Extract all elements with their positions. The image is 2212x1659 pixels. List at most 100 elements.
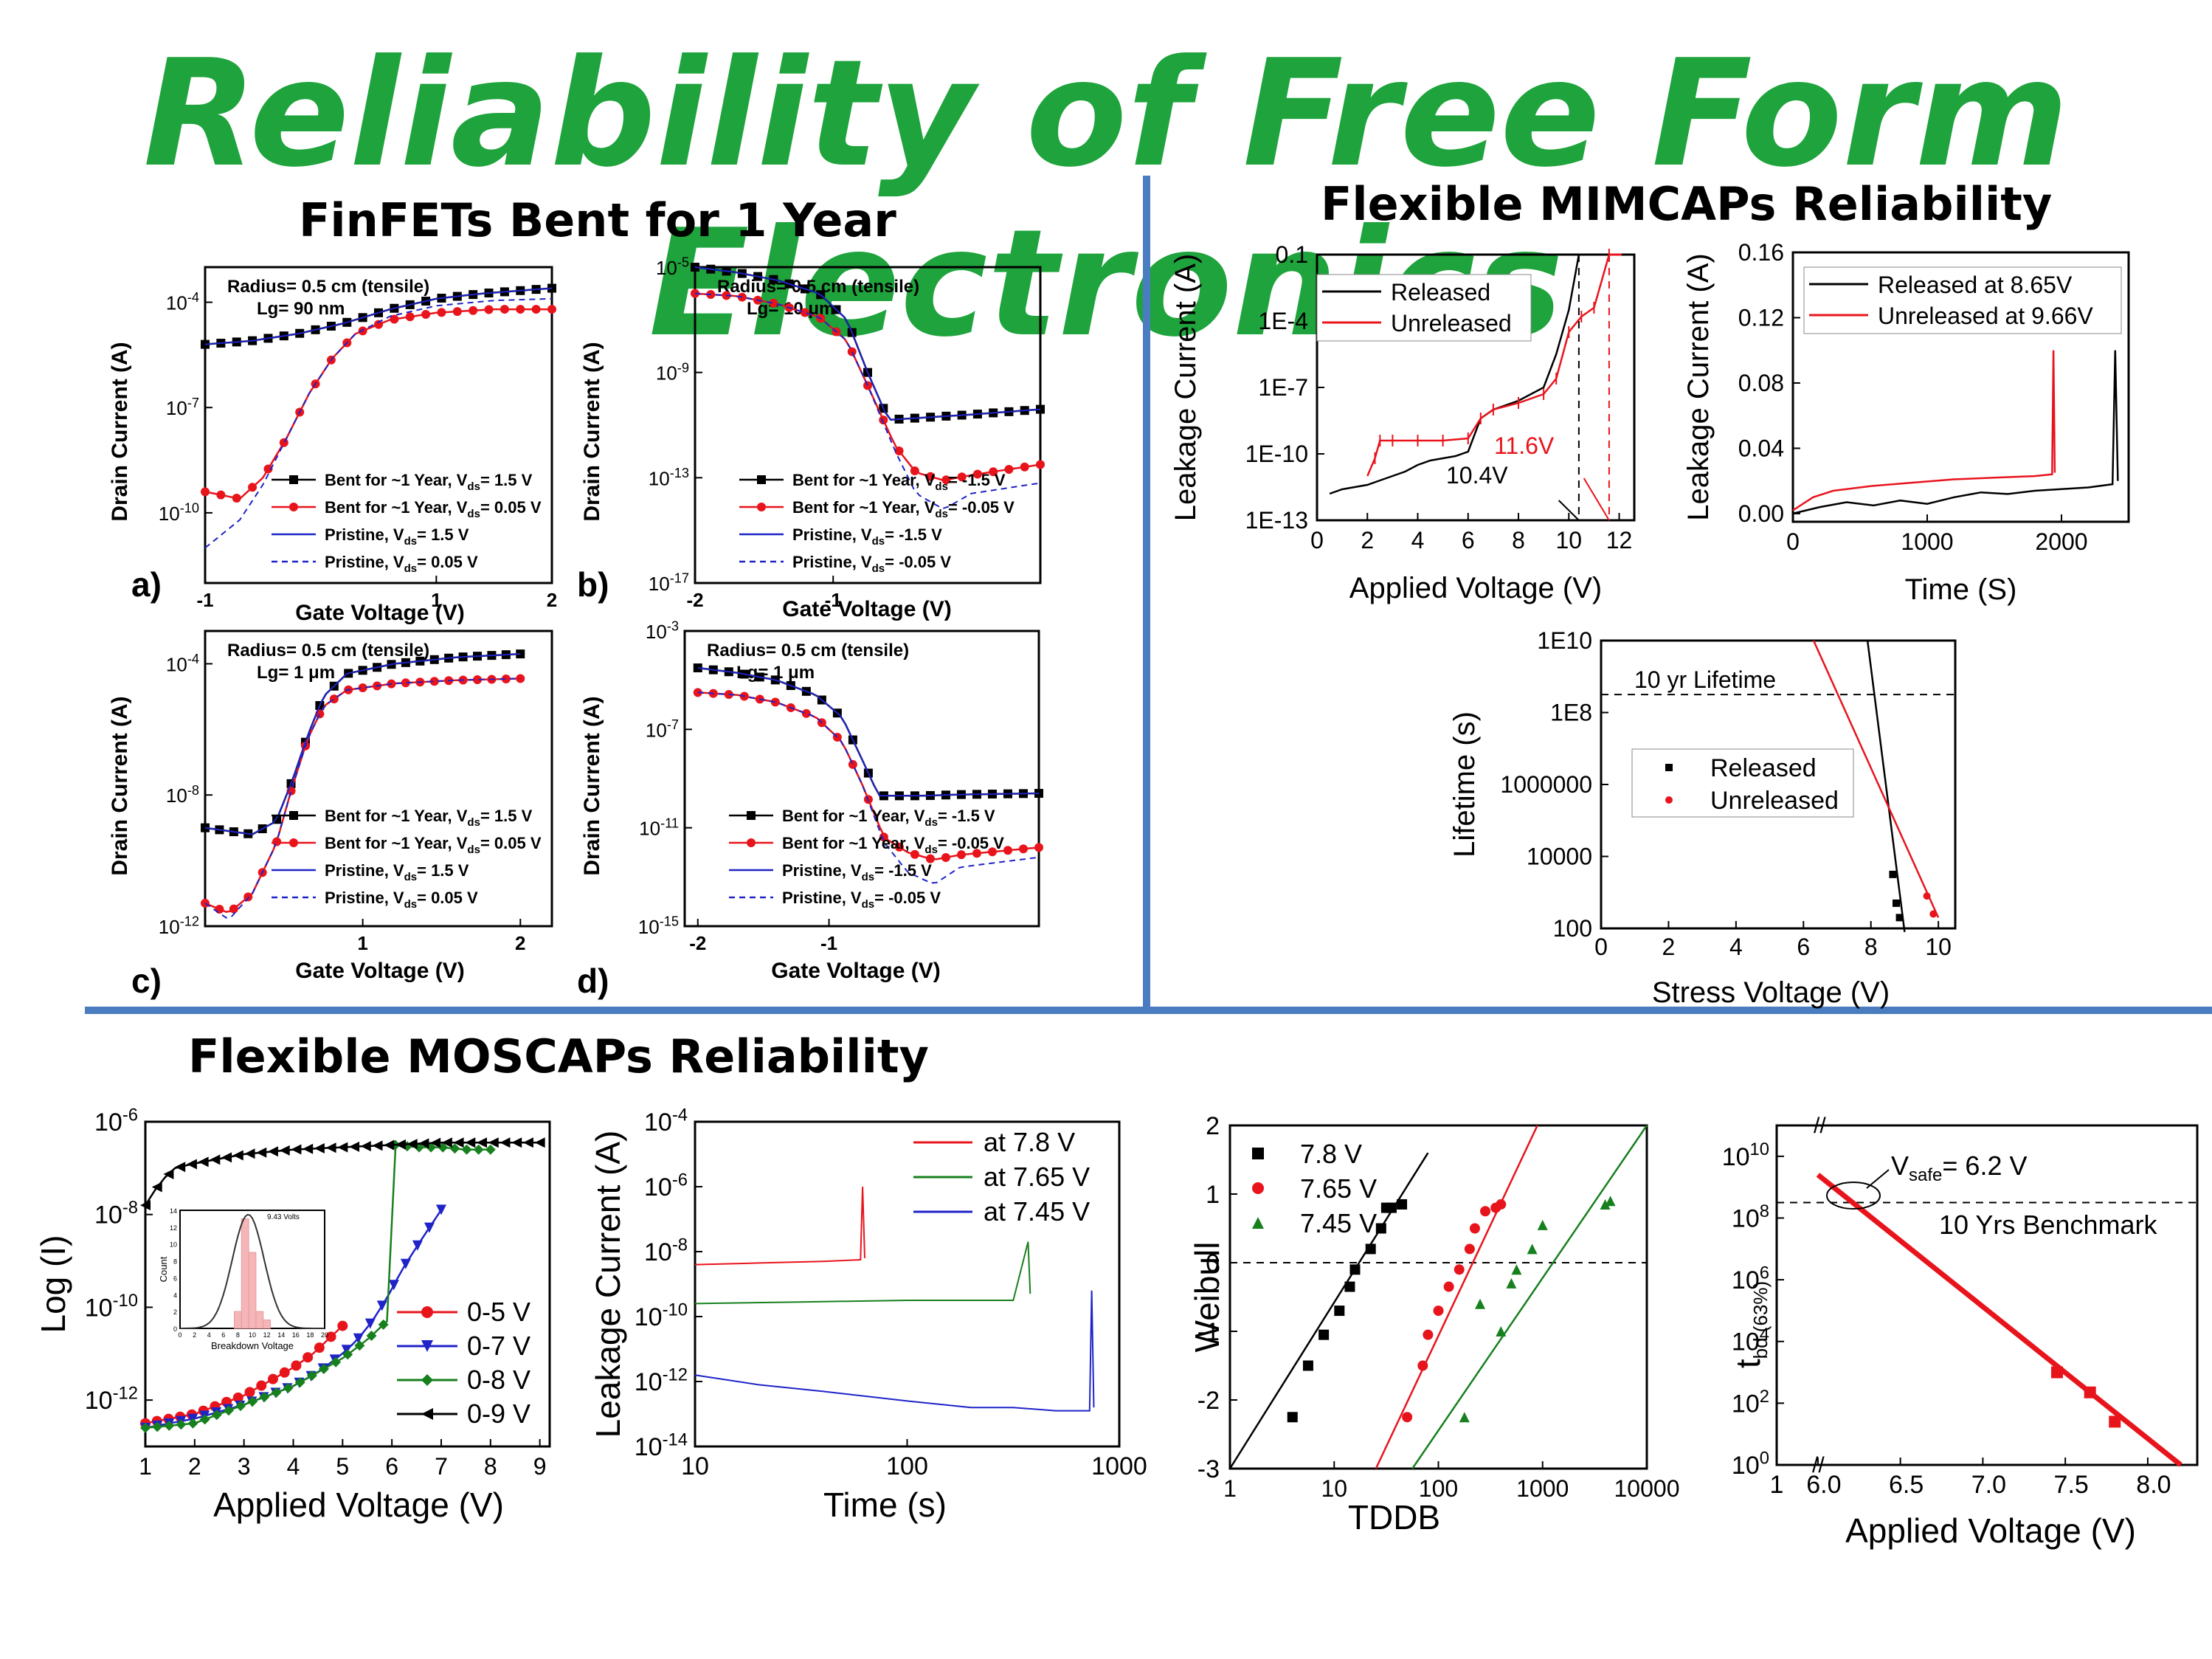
mos-tbd-ytick: 108 — [1732, 1201, 1769, 1233]
mos-iv-marker — [232, 1150, 243, 1161]
finfet-a-legend-text: Pristine, Vds= 0.05 V — [325, 553, 478, 575]
finfet-c-series-3 — [204, 677, 521, 919]
mos-iv-marker — [306, 1370, 317, 1381]
mos-tbd-frame — [1775, 1124, 2199, 1466]
mim-iv-annotation-black: 10.4V — [1446, 462, 1508, 489]
finfet-d-ytick: 10-11 — [639, 815, 679, 839]
mos-iv-marker — [325, 1331, 336, 1342]
mos-iv-marker — [430, 1137, 441, 1148]
mos-weibull-point — [1423, 1329, 1434, 1340]
finfet-d-ytick: 10-15 — [638, 914, 679, 938]
finfet-a-marker — [547, 305, 556, 314]
finfet-c-marker — [401, 678, 410, 688]
finfet-b-marker — [1004, 464, 1014, 474]
mos-iv-xtick: 5 — [336, 1453, 349, 1480]
mos-weibull-legend-text: 7.45 V — [1300, 1208, 1377, 1238]
mos-iv-marker — [384, 1139, 395, 1151]
mos-iv-inset-bar — [263, 1320, 272, 1329]
mos-iv-marker — [534, 1137, 545, 1148]
mos-iv-marker — [465, 1137, 476, 1148]
mim-iv-xtick: 10 — [1555, 527, 1582, 553]
finfet-b-legend-marker — [757, 475, 766, 484]
finfet-b-legend-text: Bent for ~1 Year, Vds= -1.5 V — [792, 471, 1006, 493]
finfet-a-legend-marker — [289, 503, 298, 511]
mos-iv-inset-ytick: 8 — [173, 1258, 177, 1266]
mos-time-legend-text: at 7.8 V — [984, 1127, 1075, 1157]
finfet-d-legend-text: Bent for ~1 Year, Vds= -0.05 V — [782, 834, 1004, 856]
finfet-b-ytick: 10-9 — [656, 360, 689, 384]
mos-iv-marker — [449, 1143, 460, 1154]
mim-iv-legend-box — [1316, 274, 1532, 342]
finfet-a-marker — [500, 305, 509, 314]
mos-iv-inset-ytick: 10 — [170, 1241, 177, 1249]
mim-iv-xtick: 6 — [1462, 527, 1475, 553]
finfet-a-marker — [484, 305, 494, 314]
finfet-d-ytick: 10-7 — [646, 717, 679, 741]
mos-tbd-ylabel: tbd (63%) — [1729, 1281, 1772, 1368]
mos-tbd-safe-annotation: Vsafe= 6.2 V — [1891, 1151, 2027, 1185]
mos-weibull-point — [1527, 1244, 1538, 1255]
mos-weibull-point — [1480, 1206, 1491, 1217]
finfet-b-legend-text: Pristine, Vds= -1.5 V — [792, 525, 942, 548]
mim-life-point — [1895, 914, 1904, 922]
finfet-b-marker — [989, 467, 998, 477]
mos-weibull-ytick: -2 — [1197, 1387, 1220, 1415]
mim-iv-arrow-red — [1583, 477, 1610, 521]
mos-time-series-1 — [694, 1241, 1031, 1305]
finfet-b-marker — [800, 308, 809, 317]
finfet-a-marker — [469, 306, 478, 315]
finfet-b-marker — [769, 298, 778, 308]
mos-weibull-xtick: 100 — [1419, 1475, 1458, 1502]
mos-tbd-xtick: 7.0 — [1971, 1471, 2006, 1499]
mos-iv-marker — [151, 1182, 162, 1193]
mim-life-point — [1923, 892, 1931, 900]
mim-time-ylabel: Leakage Current (A) — [1682, 253, 1715, 520]
mos-time-legend-text: at 7.65 V — [984, 1162, 1090, 1192]
mos-iv-marker — [256, 1147, 267, 1158]
mim-iv-ylabel: Leakage Current (A) — [1169, 254, 1202, 521]
mim-iv-xtick: 4 — [1411, 527, 1425, 553]
finfet-d-legend-text: Pristine, Vds= -0.05 V — [782, 889, 941, 911]
mim-life-ytick: 10000 — [1527, 844, 1592, 870]
mos-iv-marker — [199, 1414, 210, 1425]
finfet-d-marker — [910, 849, 919, 859]
finfet-a-ytick: 10-7 — [166, 396, 199, 419]
finfet-a-panel-label: a) — [131, 565, 162, 604]
finfet-c-legend-marker — [289, 838, 298, 847]
mos-tbd-safe-ellipse — [1826, 1182, 1881, 1210]
mim-time-xtick: 2000 — [2035, 528, 2087, 555]
mos-weibull-fit-1 — [1375, 1125, 1538, 1469]
mos-iv-inset-bar — [241, 1218, 249, 1329]
mim-iv-arrow-black — [1558, 500, 1580, 521]
mos-iv-inset-ytick: 12 — [170, 1224, 177, 1232]
mos-iv-ytick: 10-6 — [94, 1105, 138, 1137]
mim-iv-ytick: 0.1 — [1276, 241, 1308, 268]
finfet-d-legend-marker — [747, 838, 756, 847]
finfet-c-marker — [358, 683, 367, 693]
mos-iv-marker — [283, 1382, 294, 1393]
mos-weibull-point — [1344, 1281, 1355, 1292]
finfet-d-series-2 — [697, 667, 1040, 797]
finfet-d-marker — [941, 852, 950, 862]
finfet-c-xlabel: Gate Voltage (V) — [295, 959, 464, 983]
mos-weibull-point — [1287, 1412, 1298, 1423]
mim-life-point — [1893, 899, 1900, 907]
finfet-d-marker — [956, 850, 966, 860]
mos-iv-inset-fit — [180, 1213, 325, 1329]
finfet-a-marker — [263, 464, 273, 474]
finfet-c-legend-marker — [289, 811, 298, 820]
mos-weibull-point — [1537, 1219, 1548, 1230]
mos-iv-xtick: 6 — [385, 1453, 398, 1480]
section-title-finfet: FinFETs Bent for 1 Year — [299, 193, 896, 247]
finfet-a-marker — [405, 312, 415, 322]
mos-iv-marker — [164, 1420, 175, 1431]
finfet-d-marker — [770, 697, 780, 707]
finfet-a-marker — [421, 309, 431, 319]
finfet-a-marker — [232, 494, 241, 503]
mos-iv-marker — [400, 1258, 411, 1269]
mos-iv-inset-xtick: 18 — [306, 1331, 314, 1339]
mos-iv-marker — [360, 1141, 371, 1152]
finfet-b-marker — [879, 415, 888, 425]
finfet-b-marker — [894, 446, 904, 456]
mos-iv-marker — [388, 1280, 399, 1291]
